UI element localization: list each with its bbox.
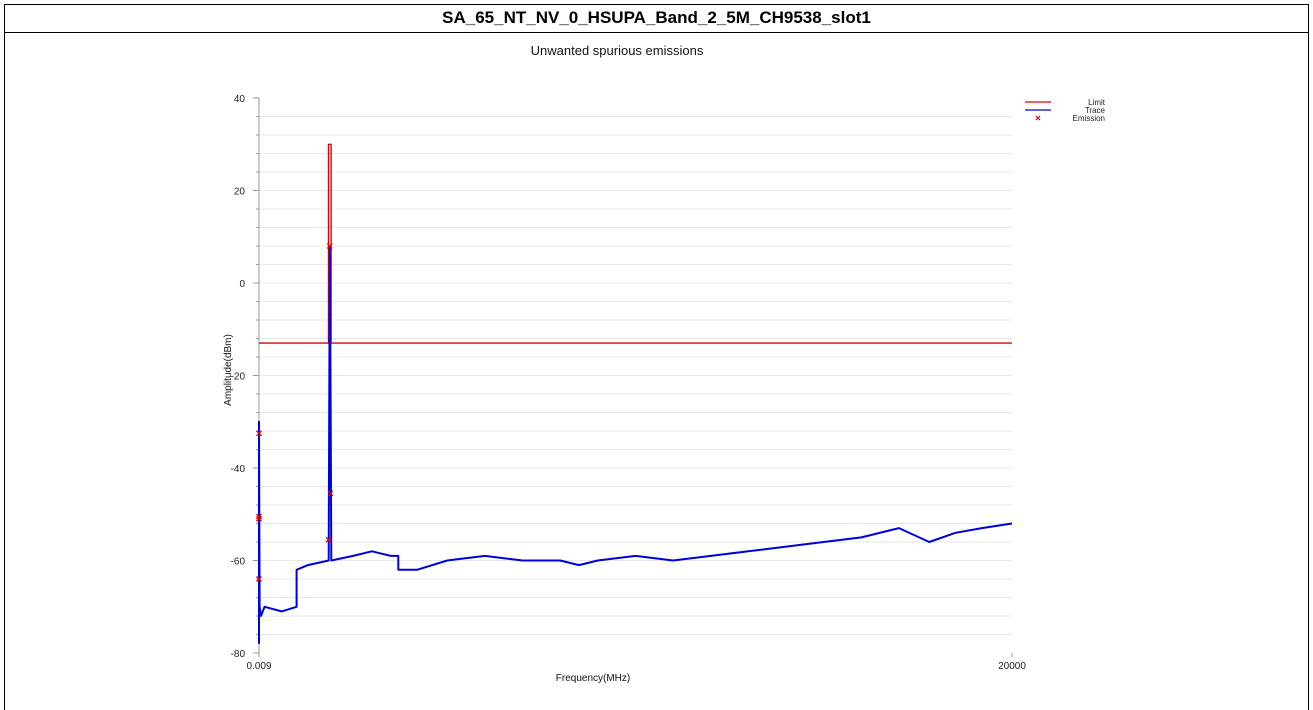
emission-marker [256, 515, 262, 522]
x-tick-label: 0.009 [246, 661, 271, 672]
emission-marker [326, 243, 333, 249]
grid-lines [260, 116, 1012, 635]
y-tick-label: -40 [231, 464, 246, 475]
y-tick-label: 0 [239, 279, 245, 290]
emission-marker [256, 513, 262, 520]
x-tick-label: 20000 [998, 661, 1026, 672]
legend-label-emission: Emission [1073, 114, 1105, 123]
legend-swatch-emission [1035, 115, 1041, 121]
page-title: SA_65_NT_NV_0_HSUPA_Band_2_5M_CH9538_slo… [5, 5, 1308, 33]
y-tick-label: -60 [231, 557, 246, 568]
series-layer [256, 143, 1013, 644]
spurious-emissions-chart: Unwanted spurious emissions Frequency(MH… [223, 43, 1106, 684]
trace-series-line [258, 245, 1013, 644]
emission-marker [327, 490, 334, 497]
x-axis-label: Frequency(MHz) [556, 673, 630, 684]
y-tick-label: 40 [234, 94, 246, 105]
emission-marker [256, 576, 262, 582]
legend-label-trace: Trace [1085, 106, 1106, 115]
y-tick-label: 20 [234, 187, 246, 198]
y-axis-label: Amplitude(dBm) [223, 334, 234, 406]
limit-series-line [259, 143, 1012, 344]
emission-marker [256, 430, 262, 437]
y-tick-label: -80 [231, 649, 246, 660]
emission-marker [325, 536, 332, 543]
report-frame: SA_65_NT_NV_0_HSUPA_Band_2_5M_CH9538_slo… [4, 4, 1309, 710]
axes: 40 20 0 -20 -40 -60 -800.009 20000 [231, 94, 1027, 672]
legend-label-limit: Limit [1088, 98, 1106, 107]
chart-title: Unwanted spurious emissions [531, 43, 704, 58]
y-tick-label: -20 [231, 372, 246, 383]
